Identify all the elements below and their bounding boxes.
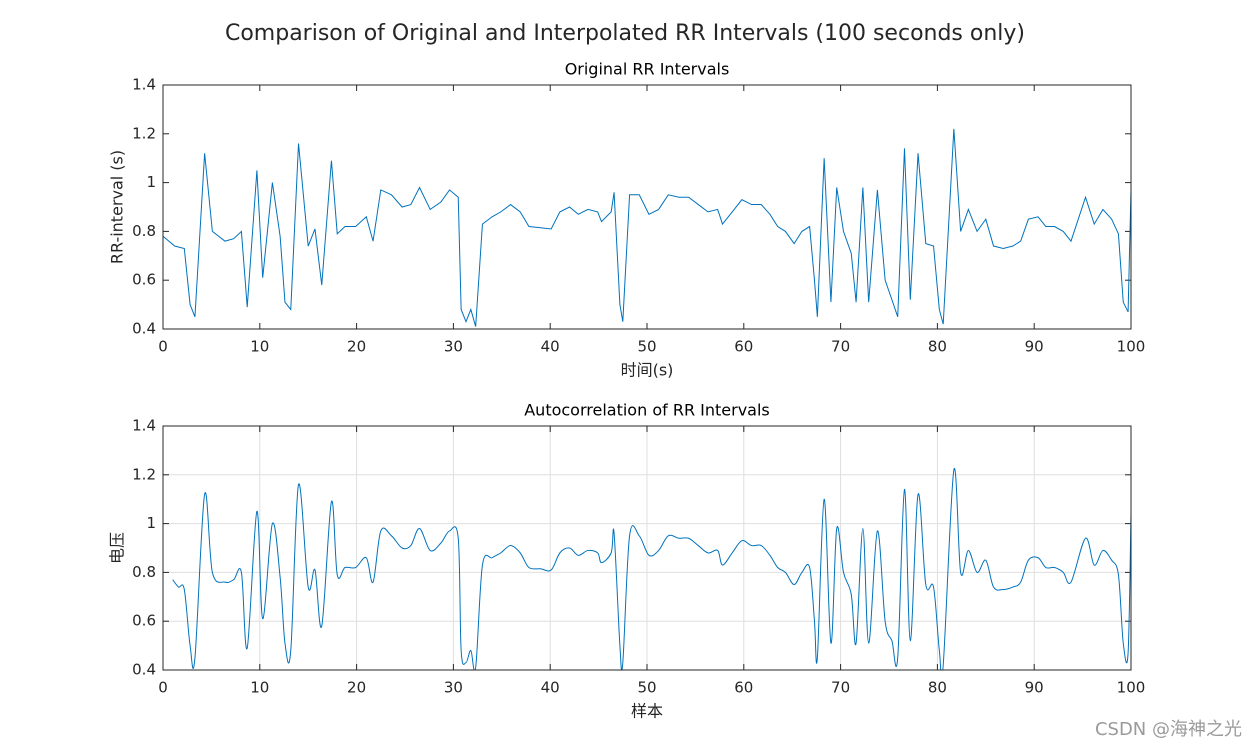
x-tick-label: 20 <box>347 679 366 697</box>
y-tick-label: 1.4 <box>132 76 156 94</box>
subplot-title: Autocorrelation of RR Intervals <box>524 401 770 420</box>
figure-title: Comparison of Original and Interpolated … <box>225 21 1025 46</box>
x-tick-label: 90 <box>1025 679 1044 697</box>
x-tick-label: 100 <box>1117 338 1146 356</box>
y-axis-label: RR-interval (s) <box>108 150 127 264</box>
y-tick-label: 0.4 <box>132 661 156 679</box>
x-tick-label: 70 <box>831 679 850 697</box>
x-tick-label: 40 <box>541 338 560 356</box>
x-tick-label: 50 <box>637 679 656 697</box>
data-line <box>163 128 1131 327</box>
x-tick-label: 90 <box>1025 338 1044 356</box>
y-tick-label: 1 <box>146 514 156 532</box>
x-tick-label: 10 <box>250 679 269 697</box>
y-tick-label: 0.6 <box>132 271 156 289</box>
y-tick-label: 0.6 <box>132 612 156 630</box>
plot-area <box>163 85 1131 329</box>
x-tick-label: 70 <box>831 338 850 356</box>
x-tick-label: 60 <box>734 679 753 697</box>
x-tick-label: 80 <box>928 679 947 697</box>
axes-box <box>162 425 1132 671</box>
x-tick-label: 20 <box>347 338 366 356</box>
x-tick-label: 30 <box>444 679 463 697</box>
x-axis-label: 时间(s) <box>621 361 674 380</box>
y-axis-label: 电压 <box>108 532 127 564</box>
x-tick-label: 0 <box>158 679 168 697</box>
y-tick-label: 0.8 <box>132 222 156 240</box>
subplot-title: Original RR Intervals <box>565 60 730 79</box>
x-tick-label: 0 <box>158 338 168 356</box>
y-tick-label: 1.2 <box>132 465 156 483</box>
y-tick-label: 1 <box>146 173 156 191</box>
watermark: CSDN @海神之光 <box>1095 719 1242 740</box>
axes-box <box>162 84 1132 330</box>
x-tick-label: 10 <box>250 338 269 356</box>
x-axis-label: 样本 <box>631 702 663 721</box>
y-tick-label: 0.4 <box>132 320 156 338</box>
y-tick-label: 0.8 <box>132 563 156 581</box>
x-tick-label: 30 <box>444 338 463 356</box>
data-line <box>172 467 1131 670</box>
x-tick-label: 100 <box>1117 679 1146 697</box>
x-tick-label: 50 <box>637 338 656 356</box>
x-tick-label: 60 <box>734 338 753 356</box>
y-tick-label: 1.2 <box>132 124 156 142</box>
x-tick-label: 80 <box>928 338 947 356</box>
y-tick-label: 1.4 <box>132 417 156 435</box>
x-tick-label: 40 <box>541 679 560 697</box>
